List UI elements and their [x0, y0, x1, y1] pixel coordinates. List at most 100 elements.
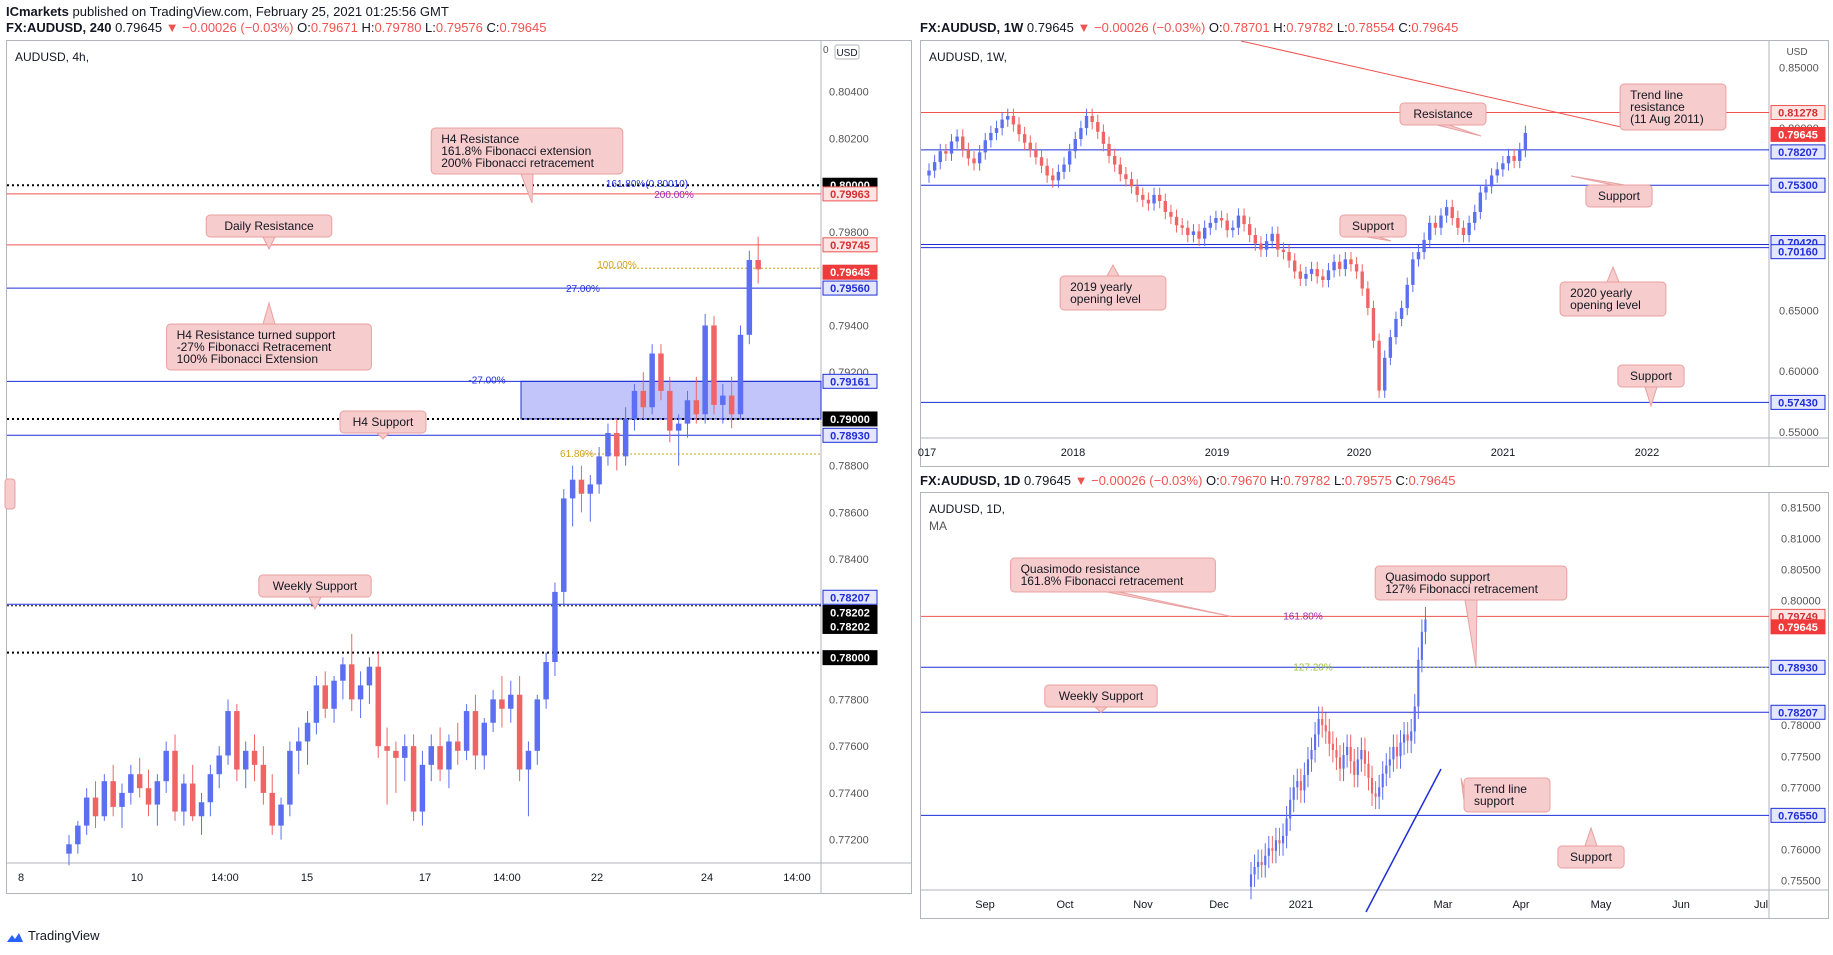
w1-y-tick: 0.65000	[1779, 305, 1819, 317]
h4-candle	[428, 746, 434, 765]
d1-callout-trendline-line: Trend line	[1474, 782, 1527, 796]
h4-y-tick: 0.78400	[829, 554, 869, 566]
h4-y-tick: 0.78800	[829, 461, 869, 473]
w1-candle	[1219, 218, 1224, 221]
w1-candle	[1287, 252, 1291, 261]
w1-candle	[1096, 122, 1100, 132]
publish-header: ICmarkets published on TradingView.com, …	[6, 4, 449, 19]
d1-callout-quasimodo-res-line: 161.8% Fibonacci retracement	[1021, 574, 1184, 588]
h4-callout-h4-resistance-line: H4 Resistance	[441, 132, 519, 146]
high-label: H:	[1273, 20, 1287, 35]
h4-price-label: 0.79963	[830, 189, 870, 201]
w1-x-tick: 2022	[1635, 447, 1659, 459]
w1-price-label: 0.70160	[1778, 247, 1818, 259]
w1-candle	[1473, 211, 1477, 223]
h4-candle	[251, 750, 258, 765]
h4-y-tick: 0.77800	[829, 694, 869, 706]
w1-callout-resistance-pointer	[1436, 124, 1482, 137]
w1-callout-resistance-box	[1399, 102, 1487, 126]
d1-fib-label: 161.80%	[1283, 611, 1323, 622]
h4-x-tick: 17	[419, 872, 431, 884]
w1-candle	[1000, 119, 1004, 129]
h4-y-tick: 0.77200	[829, 835, 869, 847]
w1-callout-2019-open-pointer	[1106, 263, 1120, 277]
chart-panel-h4[interactable]: 0.80400 0.80200 0.79800 0.79400 0.79200 0.788…	[4, 40, 912, 894]
w1-candle	[1067, 151, 1072, 165]
w1-candle	[1107, 143, 1111, 157]
h4-fib-label: 200.00%	[654, 190, 694, 201]
h4-callout-h4-resistance-line: 200% Fibonacci retracement	[441, 156, 594, 170]
chart-panel-d1[interactable]: 0.81500 0.81000 0.80500 0.80000 0.78000 0.775…	[920, 492, 1829, 919]
w1-candle	[1214, 218, 1218, 223]
w1-callout-trendline-box	[1619, 83, 1727, 131]
h4-candle	[552, 591, 558, 663]
h4-candle	[437, 746, 443, 770]
w1-callout-support-low: Support	[1617, 364, 1685, 408]
d1-callout-quasimodo-res-line: Quasimodo resistance	[1021, 562, 1141, 576]
w1-candle	[1315, 269, 1319, 277]
symbol-line-h4: FX:AUDUSD, 240 0.79645 ▼ −0.00026 (−0.03…	[6, 20, 547, 35]
price-change: ▼ −0.00026 (−0.03%)	[1077, 20, 1209, 35]
h4-candle	[463, 711, 470, 751]
d1-candle	[1370, 778, 1374, 794]
price-change: ▼ −0.00026 (−0.03%)	[1074, 473, 1207, 488]
w1-candle	[1073, 139, 1077, 152]
h4-candle	[110, 781, 116, 807]
h4-candle	[216, 755, 222, 775]
d1-candle	[1378, 787, 1381, 797]
d1-candle	[1317, 718, 1320, 735]
h4-candle	[101, 781, 108, 817]
h4-candle	[154, 781, 161, 805]
w1-currency: USD	[1786, 47, 1807, 58]
d1-x-tick: Jul	[1754, 899, 1768, 911]
d1-y-tick: 0.81500	[1781, 502, 1821, 514]
w1-candle	[1371, 307, 1376, 341]
h4-candle	[693, 400, 700, 415]
d1-callout-quasimodo-res-box	[1010, 557, 1216, 593]
w1-x-tick: 2020	[1347, 447, 1371, 459]
w1-candle	[1259, 243, 1263, 250]
d1-candle	[1292, 787, 1295, 800]
footer-brand[interactable]: TradingView	[6, 928, 100, 943]
w1-candle	[966, 149, 971, 159]
d1-candle	[1403, 734, 1406, 743]
tradingview-logo-icon	[7, 932, 23, 942]
h4-candle	[136, 774, 143, 789]
h4-price-label-bg	[822, 237, 878, 253]
w1-price-label: 0.81278	[1778, 108, 1818, 120]
open-label: O:	[1206, 473, 1220, 488]
symbol-line-d1: FX:AUDUSD, 1D 0.79645 ▼ −0.00026 (−0.03%…	[920, 473, 1455, 488]
w1-candle	[961, 136, 965, 150]
open-label: O:	[1208, 20, 1223, 35]
w1-y-tick: 0.60000	[1779, 366, 1819, 378]
h4-callout-turned-support-pointer	[262, 301, 276, 325]
d1-candle	[1271, 848, 1274, 851]
h4-candle	[304, 722, 311, 742]
d1-candle	[1274, 840, 1277, 851]
w1-candle	[1366, 288, 1370, 308]
symbol-line-w1: FX:AUDUSD, 1W 0.79645 ▼ −0.00026 (−0.03%…	[920, 20, 1458, 35]
d1-price-label: 0.79645	[1778, 622, 1818, 634]
d1-candle	[1342, 755, 1345, 769]
w1-price-label-bg	[1770, 244, 1826, 260]
w1-candle	[1180, 225, 1184, 228]
w1-callout-2020-open-line: opening level	[1570, 298, 1641, 312]
d1-candle	[1388, 759, 1391, 766]
w1-candle	[1242, 215, 1246, 225]
h4-x-tick: 8	[18, 872, 24, 884]
h4-candle	[525, 750, 532, 770]
h4-candle	[295, 741, 302, 751]
w1-candle	[983, 140, 987, 153]
chart-panel-w1[interactable]: 0.850000.800000.650000.600000.55000USD0.…	[918, 40, 1829, 467]
w1-candle	[977, 152, 982, 164]
high-value: 0.79782	[1283, 473, 1334, 488]
w1-price-label-bg	[1770, 144, 1826, 160]
w1-candle	[1017, 124, 1021, 135]
h4-candle	[128, 774, 134, 793]
w1-candle	[1034, 149, 1038, 158]
d1-callout-quasimodo-sup-line: 127% Fibonacci retracement	[1385, 582, 1538, 596]
w1-candle	[1011, 115, 1016, 125]
w1-candle	[1186, 227, 1190, 236]
d1-candle	[1353, 761, 1356, 775]
